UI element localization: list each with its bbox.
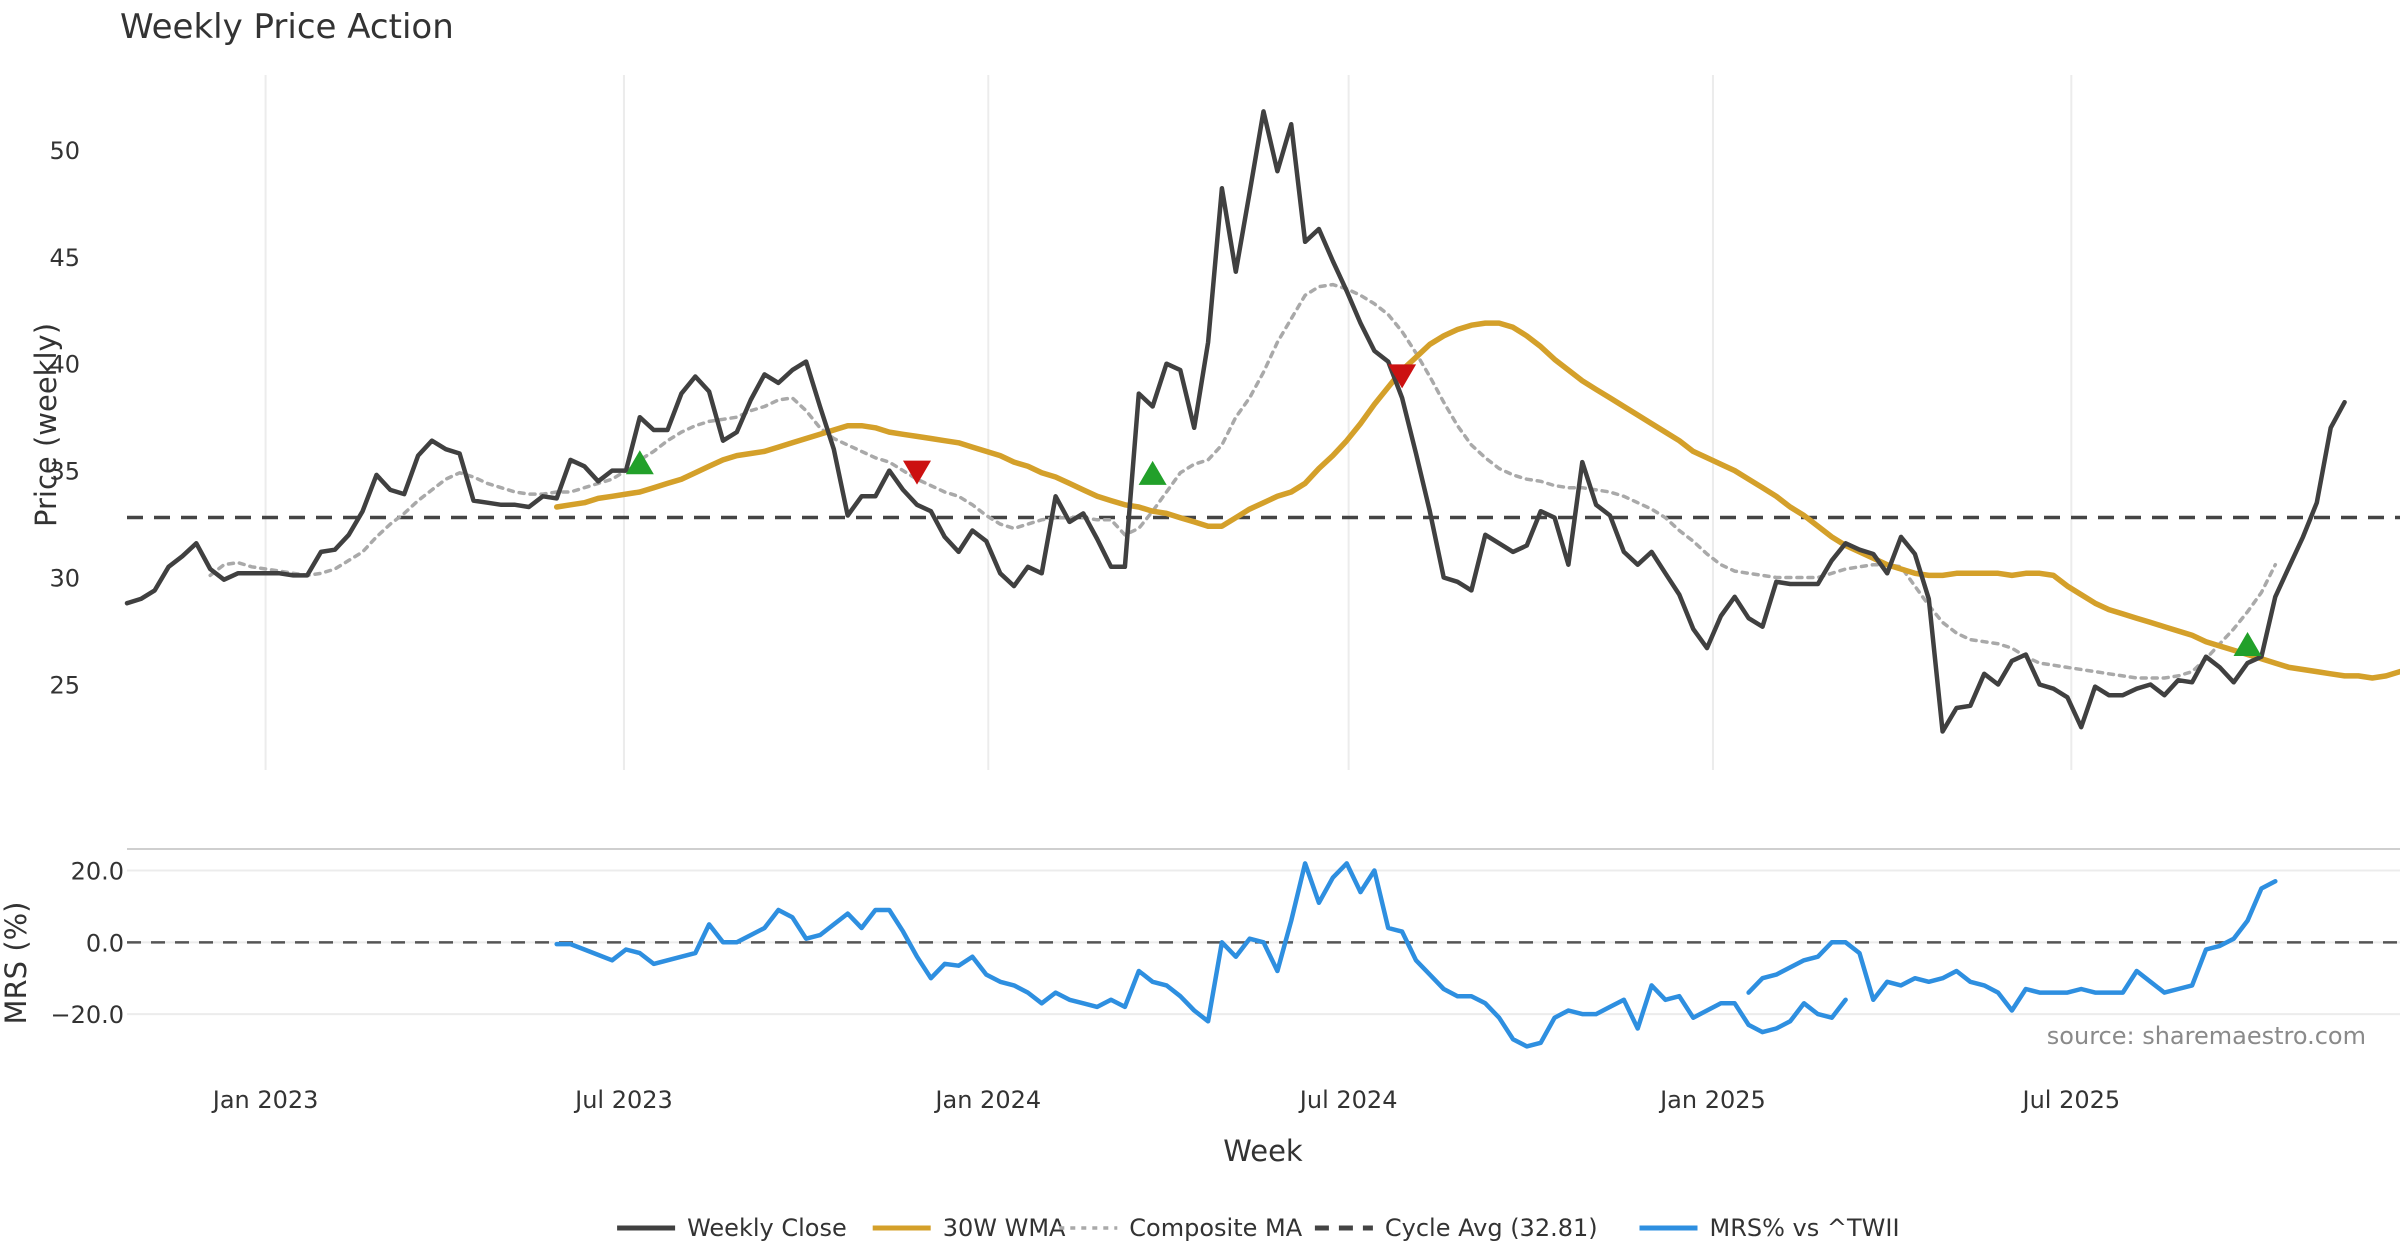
price-y-tick-30: 30 bbox=[49, 565, 80, 593]
x-ticks: Jan 2023 Jul 2023 Jan 2024 Jul 2024 Jan 2025… bbox=[211, 1086, 2120, 1114]
price-y-tick-40: 40 bbox=[49, 351, 80, 379]
signal-markers bbox=[625, 364, 2262, 656]
buy-signal-marker-5 bbox=[2233, 631, 2262, 656]
price-y-tick-25: 25 bbox=[49, 671, 80, 699]
gridlines bbox=[127, 75, 2400, 1016]
legend-label-30w-wma: 30W WMA bbox=[943, 1214, 1066, 1242]
x-tick-jul-2023: Jul 2023 bbox=[573, 1086, 673, 1114]
sell-signal-marker-2 bbox=[903, 460, 932, 485]
x-tick-jul-2025: Jul 2025 bbox=[2020, 1086, 2120, 1114]
composite-ma-line bbox=[208, 282, 2278, 680]
mrs-y-tick-20-0: −20.0 bbox=[50, 1001, 124, 1029]
sell-signal-marker-4 bbox=[1388, 364, 1417, 389]
mrs-y-ticks: 20.0 0.0 −20.0 bbox=[50, 858, 124, 1030]
legend-label-composite-ma: Composite MA bbox=[1129, 1214, 1302, 1242]
legend-label-weekly-close: Weekly Close bbox=[687, 1214, 847, 1242]
mrs-line-segment-1 bbox=[554, 861, 1848, 1049]
buy-signal-marker-1 bbox=[625, 450, 654, 475]
legend-label-mrs-vs-twii: MRS% vs ^TWII bbox=[1710, 1214, 1900, 1242]
price-y-axis-label: Price (weekly) bbox=[29, 323, 63, 527]
x-axis-label: Week bbox=[1223, 1134, 1303, 1168]
legend: Weekly Close 30W WMA Composite MA Cycle Avg… bbox=[617, 1214, 1900, 1242]
buy-signal-marker-3 bbox=[1138, 460, 1167, 485]
x-tick-jan-2024: Jan 2024 bbox=[933, 1086, 1041, 1114]
mrs-y-tick-20-0: 20.0 bbox=[71, 858, 124, 886]
legend-label-cycle-avg-32-81: Cycle Avg (32.81) bbox=[1385, 1214, 1598, 1242]
mrs-y-tick-0-0: 0.0 bbox=[86, 929, 124, 957]
30w-wma-line bbox=[553, 320, 2400, 681]
price-y-tick-50: 50 bbox=[49, 137, 80, 165]
price-y-tick-35: 35 bbox=[49, 458, 80, 486]
source-note: source: sharemaestro.com bbox=[2047, 1022, 2366, 1050]
series-lines bbox=[124, 109, 2400, 1049]
price-y-tick-45: 45 bbox=[49, 244, 80, 272]
x-tick-jul-2024: Jul 2024 bbox=[1298, 1086, 1398, 1114]
x-tick-jan-2025: Jan 2025 bbox=[1658, 1086, 1766, 1114]
mrs-line-segment-2 bbox=[1746, 879, 2278, 1013]
weekly-close-line bbox=[124, 109, 2347, 734]
x-tick-jan-2023: Jan 2023 bbox=[211, 1086, 319, 1114]
price-y-ticks: 25 30 35 40 45 50 bbox=[49, 137, 80, 700]
mrs-y-axis-label: MRS (%) bbox=[0, 902, 33, 1025]
chart-title: Weekly Price Action bbox=[120, 7, 454, 47]
